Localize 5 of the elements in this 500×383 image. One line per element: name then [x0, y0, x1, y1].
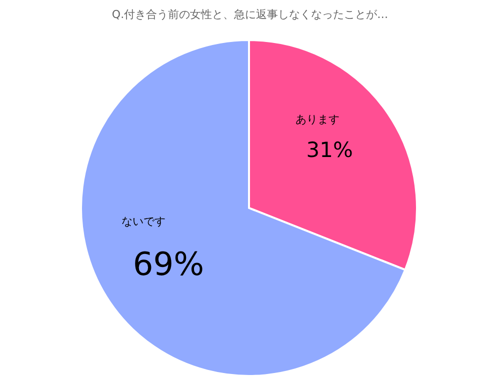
data-label: 69% — [132, 244, 204, 283]
slice-label: ないです — [121, 214, 166, 228]
data-label: 31% — [306, 138, 353, 162]
slice-label: あります — [296, 113, 340, 126]
chart-title: Q.付き合う前の女性と、急に返事しなくなったことが… — [112, 8, 388, 21]
